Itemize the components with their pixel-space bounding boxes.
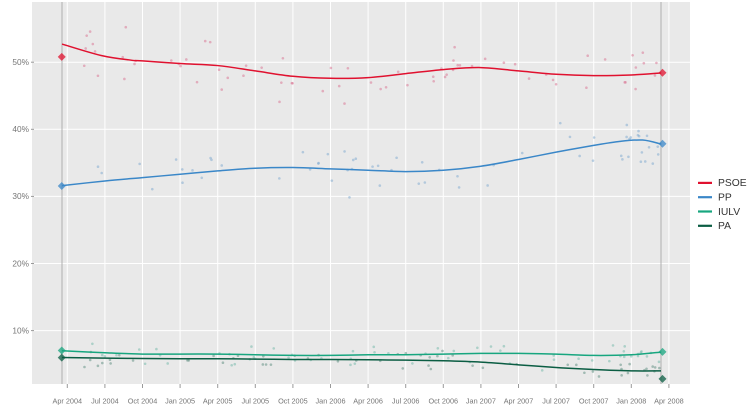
svg-text:20%: 20%	[12, 258, 29, 268]
svg-text:Jan 2008: Jan 2008	[616, 397, 646, 406]
svg-text:Oct 2004: Oct 2004	[128, 397, 158, 406]
svg-text:Jul 2006: Jul 2006	[392, 397, 420, 406]
svg-text:Jan 2005: Jan 2005	[165, 397, 195, 406]
svg-text:Jan 2007: Jan 2007	[466, 397, 496, 406]
svg-text:10%: 10%	[12, 325, 29, 335]
svg-text:Oct 2006: Oct 2006	[428, 397, 458, 406]
svg-text:Apr 2004: Apr 2004	[52, 397, 82, 406]
svg-text:Oct 2005: Oct 2005	[278, 397, 308, 406]
svg-text:IULV: IULV	[718, 207, 740, 218]
svg-text:Jul 2007: Jul 2007	[542, 397, 570, 406]
svg-text:50%: 50%	[12, 57, 29, 67]
svg-text:Jan 2006: Jan 2006	[315, 397, 345, 406]
svg-text:PA: PA	[718, 221, 731, 232]
svg-text:Apr 2007: Apr 2007	[504, 397, 534, 406]
svg-text:Apr 2008: Apr 2008	[654, 397, 684, 406]
svg-text:Jul 2004: Jul 2004	[91, 397, 119, 406]
svg-text:PSOE: PSOE	[718, 178, 747, 189]
svg-text:Oct 2007: Oct 2007	[579, 397, 609, 406]
svg-text:PP: PP	[718, 193, 732, 204]
svg-text:Apr 2005: Apr 2005	[203, 397, 233, 406]
svg-text:Jul 2005: Jul 2005	[242, 397, 270, 406]
svg-text:Apr 2006: Apr 2006	[353, 397, 383, 406]
svg-text:40%: 40%	[12, 124, 29, 134]
svg-text:30%: 30%	[12, 191, 29, 201]
